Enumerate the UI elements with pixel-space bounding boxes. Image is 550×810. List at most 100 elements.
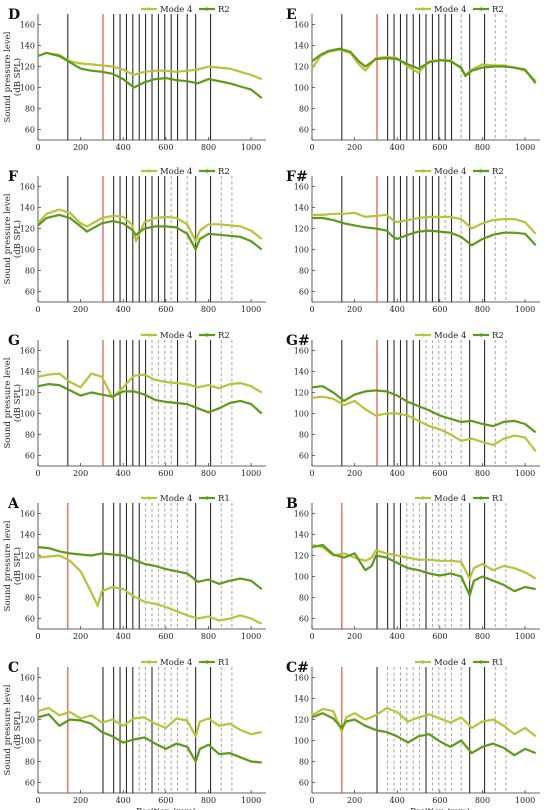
- x-tick-label: 0: [35, 469, 40, 478]
- x-tick-label: 400: [390, 305, 405, 314]
- y-tick-label: 140: [294, 204, 309, 213]
- y-tick-label: 120: [20, 389, 35, 398]
- legend-marker: [147, 333, 151, 337]
- series-line: [37, 51, 263, 99]
- x-tick-label: 0: [309, 632, 314, 641]
- x-tick-label: 400: [116, 796, 131, 805]
- x-tick-label: 800: [475, 143, 490, 152]
- y-tick-label: 140: [294, 368, 309, 377]
- y-tick-label: 140: [294, 42, 309, 51]
- y-tick-label: 60: [25, 452, 35, 461]
- y-tick-label: 100: [20, 737, 35, 746]
- y-tick-label: 120: [294, 552, 309, 561]
- y-tick-label: 60: [25, 288, 35, 297]
- legend-marker: [479, 660, 483, 664]
- panel-note: C#: [286, 660, 309, 676]
- panel-note: D: [8, 7, 20, 23]
- panel-note: A: [7, 496, 20, 512]
- legend-marker: [421, 333, 425, 337]
- legend-label: R2: [218, 167, 230, 177]
- x-tick-label: 0: [35, 632, 40, 641]
- y-tick-label: 140: [20, 695, 35, 704]
- legend-marker: [479, 7, 483, 11]
- panel-note: E: [286, 7, 297, 23]
- legend-marker: [147, 169, 151, 173]
- series-line: [311, 395, 537, 452]
- y-tick-label: 120: [294, 225, 309, 234]
- legend-marker: [421, 7, 425, 11]
- x-tick-label: 1000: [241, 143, 261, 152]
- series-line: [37, 51, 263, 81]
- series-line: [311, 47, 537, 84]
- chart-panel: 60 80 100 120 140 160 0 200 400 600 800 1000 Sound p…: [3, 167, 266, 314]
- x-tick-label: 600: [432, 143, 447, 152]
- y-tick-label: 100: [20, 573, 35, 582]
- x-tick-label: 600: [158, 469, 173, 478]
- series-line: [37, 713, 262, 764]
- legend-label: R1: [492, 658, 504, 668]
- y-tick-label: 120: [294, 716, 309, 725]
- y-tick-label: 100: [294, 246, 309, 255]
- x-tick-label: 400: [116, 143, 131, 152]
- x-tick-label: 600: [432, 469, 447, 478]
- x-tick-label: 1000: [515, 796, 535, 805]
- legend-marker: [479, 496, 483, 500]
- panel-note: G: [8, 333, 20, 349]
- legend-label: Mode 4: [160, 167, 192, 177]
- legend-marker: [147, 7, 151, 11]
- x-tick-label: 1000: [241, 305, 261, 314]
- y-tick-label: 80: [25, 431, 35, 440]
- y-tick-label: 100: [20, 410, 35, 419]
- legend-label: Mode 4: [434, 5, 466, 15]
- legend-label: R2: [218, 331, 230, 341]
- chart-panel: 60 80 100 120 140 160 0 200 400 600 800 1000 E Mode 4…: [286, 5, 540, 152]
- y-axis-title-unit: (dB SPL): [12, 220, 23, 258]
- y-tick-label: 160: [20, 183, 35, 192]
- legend-marker: [205, 169, 209, 173]
- y-axis-title-unit: (dB SPL): [12, 547, 23, 585]
- legend-label: Mode 4: [160, 5, 192, 15]
- y-tick-label: 140: [294, 695, 309, 704]
- x-tick-label: 800: [201, 305, 216, 314]
- y-tick-label: 160: [294, 183, 309, 192]
- x-tick-label: 800: [201, 632, 216, 641]
- y-tick-label: 60: [25, 779, 35, 788]
- y-axis-title: Sound pressure level: [3, 520, 13, 611]
- legend-label: R2: [218, 5, 230, 15]
- x-tick-label: 600: [158, 796, 173, 805]
- y-tick-label: 160: [294, 674, 309, 683]
- series-line: [37, 208, 263, 243]
- legend-label: R2: [492, 331, 504, 341]
- y-tick-label: 60: [299, 452, 309, 461]
- y-axis-title: Sound pressure level: [3, 684, 13, 775]
- x-tick-label: 0: [35, 796, 40, 805]
- x-tick-label: 200: [347, 796, 362, 805]
- y-tick-label: 60: [25, 126, 35, 135]
- chart-panel: 60 80 100 120 140 160 0 200 400 600 800 1000 F# Mode …: [286, 167, 540, 314]
- x-tick-label: 1000: [241, 632, 261, 641]
- legend-label: Mode 4: [160, 494, 192, 504]
- y-tick-label: 120: [20, 716, 35, 725]
- chart-panel: 60 80 100 120 140 160 0 200 400 600 800 1000 Positio…: [286, 658, 540, 810]
- panel-note: F: [8, 169, 18, 185]
- x-tick-label: 800: [475, 469, 490, 478]
- y-tick-label: 160: [20, 21, 35, 30]
- x-tick-label: 800: [201, 143, 216, 152]
- x-axis-title: Position (mm): [410, 806, 470, 810]
- chart-panel: 60 80 100 120 140 160 0 200 400 600 800 1000 Sound p…: [3, 5, 266, 152]
- series-line: [37, 372, 263, 399]
- y-tick-label: 80: [299, 431, 309, 440]
- y-tick-label: 160: [294, 510, 309, 519]
- y-tick-label: 60: [299, 288, 309, 297]
- series-line: [312, 211, 537, 235]
- legend-label: R1: [218, 658, 230, 668]
- y-axis-title-unit: (dB SPL): [12, 711, 23, 749]
- y-tick-label: 80: [25, 267, 35, 276]
- y-axis-title: Sound pressure level: [3, 357, 13, 448]
- y-tick-label: 100: [294, 84, 309, 93]
- legend-marker: [479, 169, 483, 173]
- x-tick-label: 800: [201, 469, 216, 478]
- y-tick-label: 160: [20, 674, 35, 683]
- x-tick-label: 1000: [515, 469, 535, 478]
